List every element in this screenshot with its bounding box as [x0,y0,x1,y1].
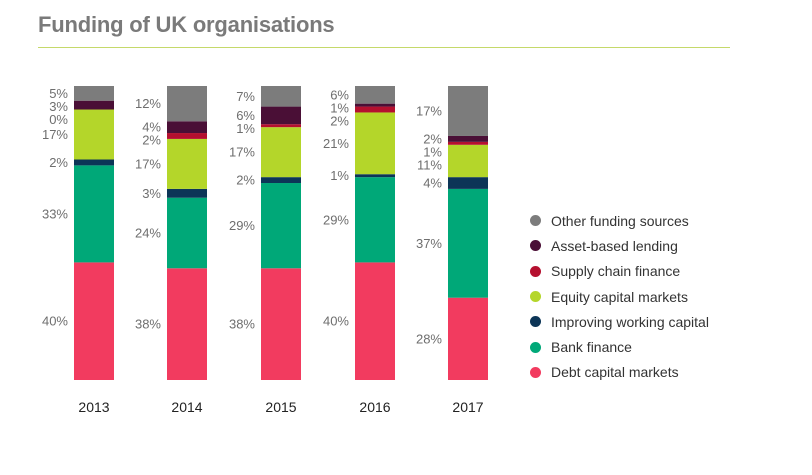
data-label-bank-finance-2014: 24% [135,226,161,241]
bar-segment-other-funding-sources-2015 [261,86,301,107]
bar-segment-other-funding-sources-2014 [167,86,207,122]
bar-segment-equity-capital-markets-2014 [167,138,207,189]
data-label-asset-based-lending-2016: 1% [330,100,349,115]
data-label-bank-finance-2013: 33% [42,206,68,221]
bar-segment-equity-capital-markets-2015 [261,127,301,178]
legend-swatch-other-funding-sources [530,215,541,227]
data-label-improving-working-capital-2013: 2% [49,155,68,170]
data-label-other-funding-sources-2015: 7% [236,89,255,104]
bar-segment-asset-based-lending-2014 [167,121,207,134]
title-divider [38,47,730,48]
bar-segment-asset-based-lending-2016 [355,103,395,107]
data-label-improving-working-capital-2016: 1% [330,168,349,183]
data-label-improving-working-capital-2014: 3% [142,186,161,201]
legend-swatch-bank-finance [530,341,541,353]
x-tick-label-2015: 2015 [265,399,296,415]
bar-segment-improving-working-capital-2016 [355,174,395,178]
data-label-asset-based-lending-2017: 2% [423,131,442,146]
bar-segment-other-funding-sources-2013 [74,86,114,101]
data-label-bank-finance-2015: 29% [229,218,255,233]
legend-swatch-asset-based-lending [530,240,541,252]
data-label-other-funding-sources-2017: 17% [416,103,442,118]
legend-item-equity-capital-markets: Equity capital markets [530,284,709,309]
legend-label-improving-working-capital: Improving working capital [551,313,709,330]
legend-swatch-supply-chain-finance [530,265,541,277]
x-tick-label-2013: 2013 [78,399,109,415]
bar-segment-debt-capital-markets-2014 [167,268,207,380]
bar-segment-supply-chain-finance-2014 [167,133,207,139]
bar-segment-bank-finance-2014 [167,197,207,269]
legend-item-debt-capital-markets: Debt capital markets [530,360,709,385]
x-tick-label-2017: 2017 [452,399,483,415]
bar-segment-equity-capital-markets-2013 [74,109,114,160]
data-label-equity-capital-markets-2016: 21% [323,136,349,151]
legend-label-asset-based-lending: Asset-based lending [551,237,678,254]
data-label-supply-chain-finance-2017: 1% [423,144,442,159]
data-label-asset-based-lending-2014: 4% [142,120,161,135]
bar-segment-asset-based-lending-2017 [448,135,488,142]
data-label-debt-capital-markets-2013: 40% [42,314,68,329]
bar-segment-other-funding-sources-2017 [448,86,488,136]
legend-swatch-debt-capital-markets [530,366,541,378]
bar-segment-bank-finance-2017 [448,188,488,298]
legend-swatch-equity-capital-markets [530,291,541,303]
data-label-improving-working-capital-2015: 2% [236,173,255,188]
bar-segment-debt-capital-markets-2016 [355,262,395,380]
legend-item-improving-working-capital: Improving working capital [530,309,709,334]
data-label-debt-capital-markets-2017: 28% [416,331,442,346]
bar-segment-asset-based-lending-2013 [74,100,114,110]
legend-item-other-funding-sources: Other funding sources [530,208,709,233]
data-label-equity-capital-markets-2015: 17% [229,145,255,160]
bar-segment-debt-capital-markets-2013 [74,262,114,380]
data-label-equity-capital-markets-2013: 17% [42,127,68,142]
data-label-asset-based-lending-2015: 6% [236,108,255,123]
data-label-improving-working-capital-2017: 4% [423,176,442,191]
bar-segment-supply-chain-finance-2015 [261,124,301,128]
legend-item-supply-chain-finance: Supply chain finance [530,259,709,284]
bar-segment-debt-capital-markets-2017 [448,297,488,380]
legend-label-equity-capital-markets: Equity capital markets [551,288,688,305]
chart-legend: Other funding sources Asset-based lending… [530,208,709,385]
legend-label-debt-capital-markets: Debt capital markets [551,364,679,381]
data-label-equity-capital-markets-2014: 17% [135,156,161,171]
data-label-debt-capital-markets-2015: 38% [229,317,255,332]
bar-segment-asset-based-lending-2015 [261,106,301,125]
bar-segment-bank-finance-2015 [261,183,301,269]
data-label-other-funding-sources-2013: 5% [49,86,68,101]
data-label-asset-based-lending-2013: 3% [49,99,68,114]
bar-segment-improving-working-capital-2013 [74,159,114,166]
data-label-bank-finance-2017: 37% [416,236,442,251]
bar-segment-other-funding-sources-2016 [355,86,395,104]
bar-segment-bank-finance-2013 [74,165,114,263]
bar-segment-improving-working-capital-2014 [167,188,207,198]
legend-label-supply-chain-finance: Supply chain finance [551,263,681,280]
data-label-supply-chain-finance-2014: 2% [142,133,161,148]
data-label-debt-capital-markets-2016: 40% [323,314,349,329]
data-label-supply-chain-finance-2016: 2% [330,113,349,128]
bar-segment-debt-capital-markets-2015 [261,268,301,380]
data-label-debt-capital-markets-2014: 38% [135,317,161,332]
data-label-equity-capital-markets-2017: 11% [417,157,442,172]
bar-segment-improving-working-capital-2017 [448,177,488,189]
x-tick-label-2016: 2016 [359,399,390,415]
legend-label-bank-finance: Bank finance [551,339,632,356]
bar-segment-equity-capital-markets-2017 [448,144,488,178]
data-label-other-funding-sources-2016: 6% [330,87,349,102]
data-label-supply-chain-finance-2015: 1% [236,121,255,136]
legend-item-asset-based-lending: Asset-based lending [530,233,709,258]
bar-segment-supply-chain-finance-2017 [448,141,488,145]
x-tick-label-2014: 2014 [171,399,202,415]
legend-swatch-improving-working-capital [530,316,541,328]
bar-segment-equity-capital-markets-2016 [355,112,395,175]
bar-segment-bank-finance-2016 [355,177,395,263]
bar-segment-supply-chain-finance-2016 [355,106,395,113]
legend-item-bank-finance: Bank finance [530,334,709,359]
legend-label-other-funding-sources: Other funding sources [551,212,689,229]
data-label-other-funding-sources-2014: 12% [135,96,161,111]
bar-segment-improving-working-capital-2015 [261,177,301,184]
data-label-bank-finance-2016: 29% [323,212,349,227]
data-label-supply-chain-finance-2013: 0% [49,112,68,127]
chart-title: Funding of UK organisations [38,12,335,37]
